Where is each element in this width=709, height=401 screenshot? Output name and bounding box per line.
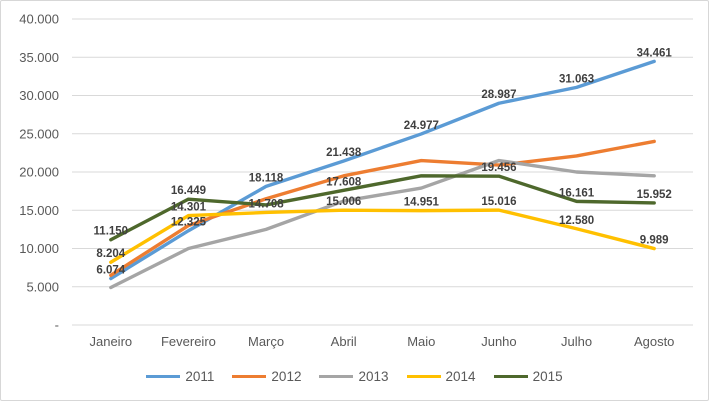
data-label-2015: 15.952 [637, 189, 672, 201]
x-tick-label: Julho [561, 334, 592, 349]
chart-legend: 2011 2012 2013 2014 2015 [1, 369, 708, 384]
data-label-2014: 15.016 [481, 196, 516, 208]
legend-swatch-2015 [493, 375, 528, 378]
data-label-2011: 34.461 [637, 47, 673, 59]
data-label-2011: 24.977 [404, 120, 439, 132]
data-label-2015: 16.161 [559, 187, 595, 199]
x-axis-labels: Janeiro Fevereiro Março Abril Maio Junho Julho… [89, 334, 674, 349]
legend-item-2014[interactable]: 2014 [406, 369, 476, 384]
x-tick-label: Maio [407, 334, 435, 349]
x-tick-label: Março [248, 334, 284, 349]
x-tick-label: Agosto [634, 334, 674, 349]
data-label-2015: 17.608 [326, 176, 362, 188]
legend-item-2013[interactable]: 2013 [319, 369, 389, 384]
data-label-2015: 19.456 [481, 162, 516, 174]
legend-label: 2015 [532, 369, 563, 384]
x-tick-label: Fevereiro [161, 334, 216, 349]
y-tick-label: 30.000 [19, 88, 59, 103]
legend-label: 2011 [185, 369, 215, 384]
series-line-2013[interactable] [109, 158, 656, 290]
series-line-2014[interactable] [109, 208, 656, 264]
x-tick-label: Janeiro [89, 334, 132, 349]
series-line-2011[interactable] [109, 59, 656, 281]
data-label-2014: 8.204 [96, 248, 125, 260]
legend-swatch-2014 [406, 375, 441, 378]
y-axis-labels: 40.000 35.000 30.000 25.000 20.000 15.000 10.0… [19, 12, 59, 333]
legend-item-2011[interactable]: 2011 [146, 369, 214, 384]
data-label-2014: 14.708 [248, 198, 284, 210]
legend-label: 2013 [358, 369, 389, 384]
series-line-2015[interactable] [109, 174, 656, 242]
data-label-2014: 12.580 [559, 215, 594, 227]
x-tick-label: Abril [331, 334, 357, 349]
data-label-2011: 12.325 [171, 217, 207, 229]
data-label-2014: 9.989 [640, 235, 669, 247]
y-tick-label: 25.000 [19, 126, 59, 141]
y-tick-label: - [55, 318, 59, 333]
data-label-2011: 6.074 [96, 265, 125, 277]
y-tick-label: 15.000 [19, 203, 59, 218]
y-tick-label: 20.000 [19, 165, 59, 180]
data-label-2011: 28.987 [481, 89, 516, 101]
data-label-2011: 31.063 [559, 73, 594, 85]
data-label-2015: 16.449 [171, 185, 206, 197]
data-label-2011: 18.118 [249, 172, 284, 184]
x-tick-label: Junho [481, 334, 516, 349]
data-label-2014: 14.951 [404, 197, 440, 209]
legend-swatch-2012 [232, 375, 267, 378]
legend-item-2012[interactable]: 2012 [232, 369, 301, 384]
legend-label: 2012 [271, 369, 302, 384]
data-label-2011: 21.438 [326, 147, 362, 159]
data-label-2014: 14.301 [171, 202, 207, 214]
data-labels: 6.074 12.325 18.118 21.438 24.977 28.987 31.06… [94, 47, 673, 276]
y-tick-label: 5.000 [26, 279, 59, 294]
y-tick-label: 10.000 [19, 241, 59, 256]
gridlines [72, 18, 693, 326]
legend-swatch-2013 [319, 375, 354, 378]
series-line-2012[interactable] [109, 139, 656, 277]
data-label-2015: 11.150 [94, 226, 129, 238]
legend-swatch-2011 [146, 375, 181, 378]
data-label-2014: 15.006 [326, 196, 361, 208]
y-tick-label: 35.000 [19, 50, 59, 65]
legend-item-2015[interactable]: 2015 [493, 369, 563, 384]
y-tick-label: 40.000 [19, 12, 59, 27]
legend-label: 2014 [445, 369, 476, 384]
